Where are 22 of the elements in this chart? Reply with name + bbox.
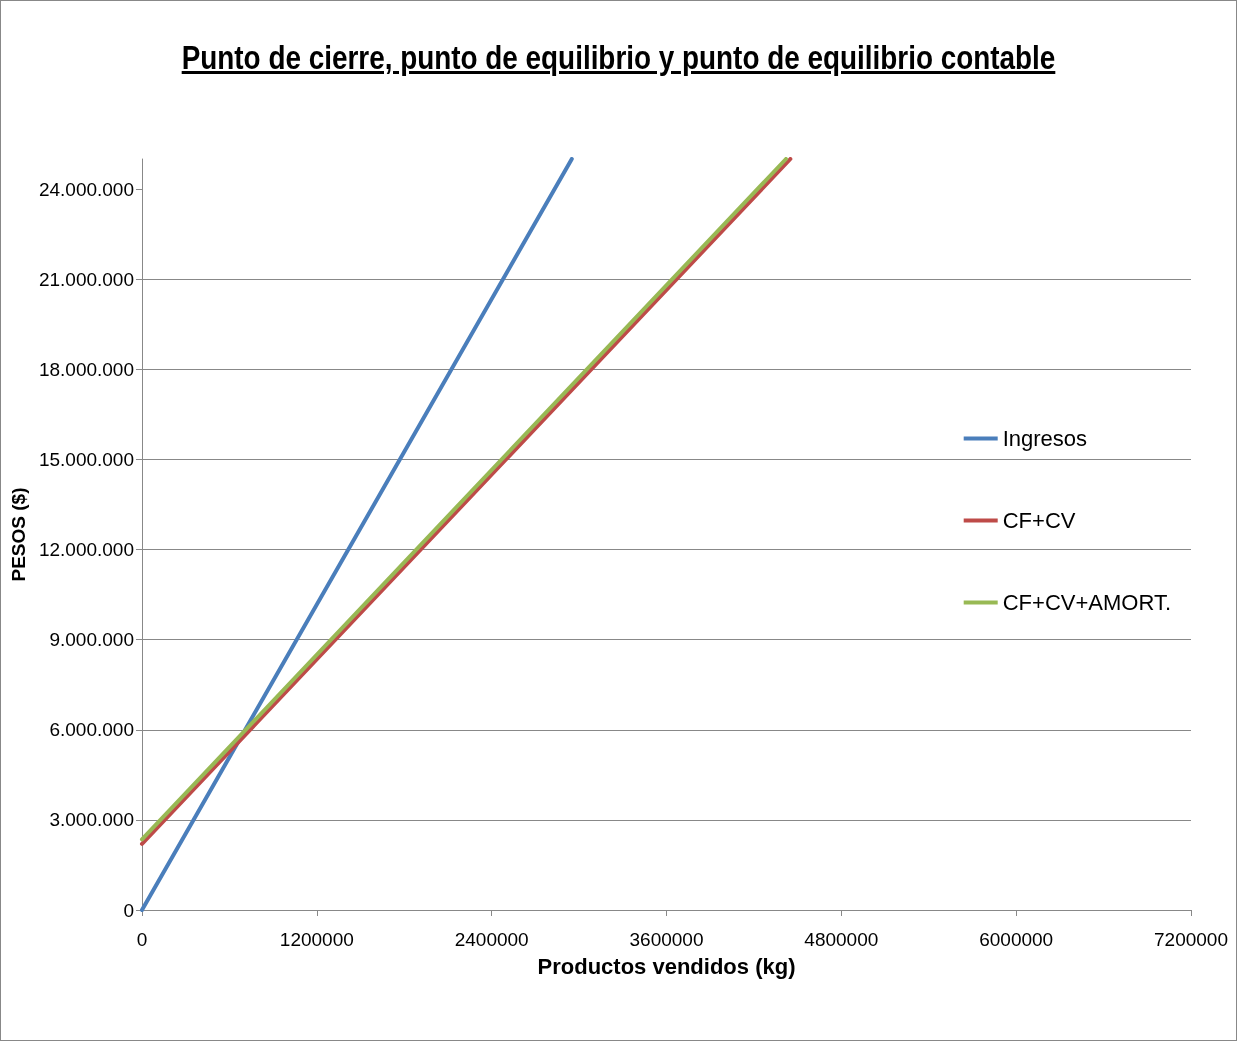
x-tick-label: 4800000 — [804, 929, 879, 950]
x-tick-label: 7200000 — [1154, 929, 1228, 950]
y-tick-label: 12.000.000 — [38, 539, 134, 561]
y-tick-label: 0 — [123, 899, 134, 921]
y-tick-label: 18.000.000 — [38, 358, 134, 380]
legend-label: CF+CV+AMORT. — [1002, 590, 1172, 615]
y-tick-label: 6.000.000 — [49, 719, 134, 741]
x-tick-label: 0 — [136, 929, 148, 950]
x-tick-label: 2400000 — [454, 929, 529, 950]
legend-label: CF+CV — [1002, 508, 1076, 533]
x-axis-title: Productos vendidos (kg) — [537, 953, 796, 979]
x-tick-label: 6000000 — [979, 929, 1054, 950]
y-tick-label: 21.000.000 — [38, 268, 134, 290]
y-tick-label: 3.000.000 — [49, 809, 134, 831]
y-tick-label: 24.000.000 — [38, 178, 134, 200]
y-tick-label: 9.000.000 — [49, 629, 134, 651]
y-axis-title: PESOS ($) — [8, 487, 29, 582]
legend-label: Ingresos — [1002, 426, 1088, 451]
x-tick-label: 1200000 — [279, 929, 354, 950]
y-tick-label: 15.000.000 — [38, 448, 134, 470]
chart-title: Punto de cierre, punto de equilibrio y punto de equilibrio contable — [180, 38, 1057, 77]
x-tick-label: 3600000 — [629, 929, 704, 950]
